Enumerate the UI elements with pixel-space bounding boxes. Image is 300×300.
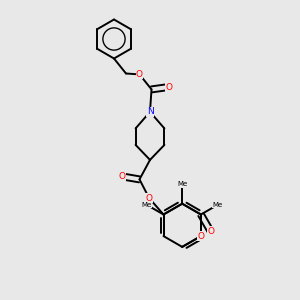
Text: O: O: [165, 82, 172, 91]
Text: O: O: [118, 172, 126, 181]
Text: N: N: [147, 107, 153, 116]
Text: Me: Me: [142, 202, 152, 208]
Text: O: O: [197, 232, 204, 241]
Text: Me: Me: [213, 202, 223, 208]
Text: O: O: [207, 227, 214, 236]
Text: Me: Me: [177, 181, 187, 187]
Text: O: O: [146, 194, 153, 202]
Text: O: O: [136, 70, 143, 79]
